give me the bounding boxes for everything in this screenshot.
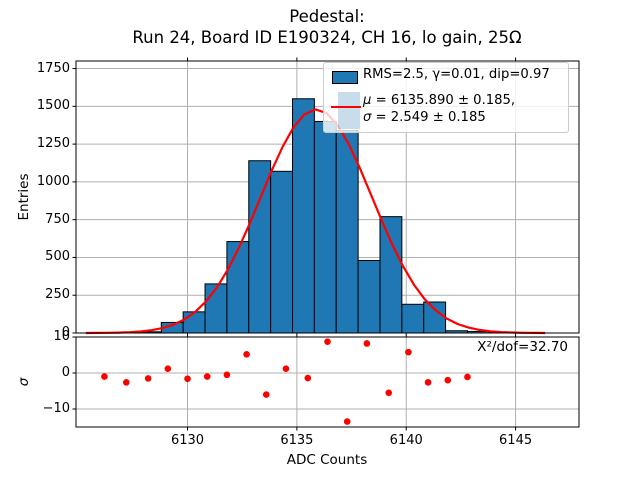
histogram-bar [182, 311, 206, 334]
legend-fit-swatch-patch [338, 92, 360, 129]
residual-point [223, 371, 231, 379]
legend-fit-swatch-line [331, 106, 361, 108]
histogram-bar [379, 216, 403, 334]
x-tick-label: 6145 [499, 433, 533, 448]
histogram-bar [313, 120, 337, 334]
legend-entry2-line1-text: = 6135.890 ± 0.185, [371, 93, 516, 108]
residual-point [262, 391, 270, 398]
residual-point [385, 389, 393, 397]
residual-point [123, 379, 130, 386]
histogram-bar [270, 170, 294, 334]
main-y-tick-label: 250 [45, 287, 70, 303]
x-tick-label: 6130 [170, 433, 205, 448]
residual-y-tick-label: −10 [42, 401, 70, 416]
histogram-bar [335, 130, 359, 334]
chi2-annotation: X²/dof=32.70 [477, 339, 568, 355]
chart-title-line1: Pedestal: [289, 7, 365, 26]
main-y-tick-label: 750 [45, 211, 70, 227]
main-y-tick-label: 1250 [36, 136, 70, 152]
sigma-symbol: σ [363, 110, 372, 125]
histogram-bar [248, 160, 272, 334]
x-axis-label: ADC Counts [286, 452, 368, 468]
legend-histogram-swatch [332, 71, 358, 84]
residual-point [164, 365, 172, 372]
histogram-bar [226, 241, 250, 334]
main-y-tick-label: 1000 [36, 173, 70, 189]
main-y-tick-label: 0 [61, 325, 70, 340]
gaussian-fit-line [85, 108, 546, 335]
legend-entry2-line1: μ = 6135.890 ± 0.185, [363, 92, 515, 109]
main-axes-frame [75, 60, 580, 334]
legend-entry2-line2-text: = 2.549 ± 0.185 [371, 110, 486, 125]
residual-y-tick-label: 0 [61, 365, 70, 380]
mu-symbol: μ [363, 93, 372, 108]
x-tick-label: 6140 [389, 433, 423, 448]
residual-point [424, 379, 432, 386]
chart-title-line2: Run 24, Board ID E190324, CH 16, lo gain… [132, 28, 522, 47]
residual-point [324, 338, 331, 345]
main-y-tick-label: 1500 [36, 98, 70, 114]
main-y-tick-label: 1750 [36, 60, 70, 76]
main-y-tick-label: 500 [45, 249, 70, 265]
chart-title: Pedestal: Run 24, Board ID E190324, CH 1… [132, 6, 521, 48]
residual-point [464, 373, 471, 381]
residual-point [444, 376, 452, 384]
histogram-bar [401, 303, 425, 334]
histogram-bar [357, 259, 381, 334]
x-tick-label: 6135 [280, 433, 314, 448]
legend-box: RMS=2.5, γ=0.01, dip=0.97 μ = 6135.890 ±… [323, 62, 569, 133]
residual-point [243, 350, 250, 358]
residual-point [405, 348, 412, 356]
residual-point [203, 373, 211, 380]
histogram-bar [204, 283, 228, 334]
residual-point [101, 373, 108, 380]
residual-axes-frame [75, 336, 580, 428]
histogram-bar [292, 98, 315, 334]
residual-point [343, 418, 351, 425]
residual-y-tick-label: 10 [53, 329, 70, 344]
residual-point [363, 340, 371, 347]
residual-point [144, 375, 152, 382]
histogram-bar [423, 301, 447, 334]
residual-point [304, 374, 312, 382]
residual-point [184, 375, 191, 383]
residual-point [282, 365, 290, 372]
legend-entry1-label: RMS=2.5, γ=0.01, dip=0.97 [363, 67, 550, 82]
legend-entry2-line2: σ = 2.549 ± 0.185 [363, 109, 486, 126]
